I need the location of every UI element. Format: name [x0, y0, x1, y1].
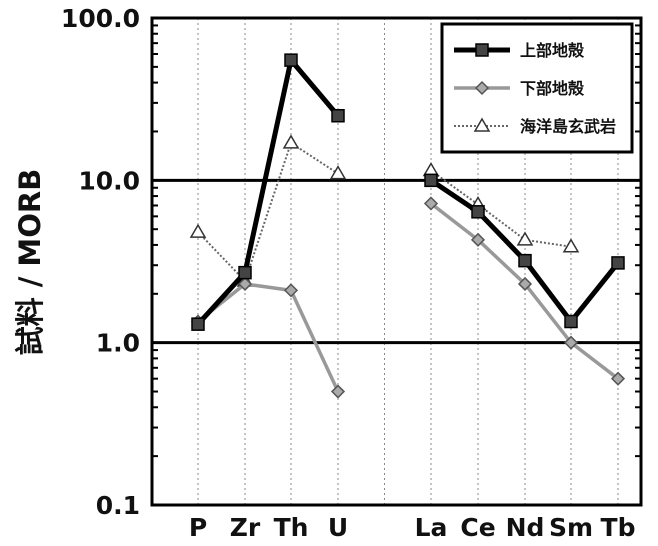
series-0-point-u: [331, 108, 345, 123]
series-layer: [189, 53, 626, 399]
series-2-point-sm: [562, 238, 580, 253]
x-tick-label-th: Th: [274, 513, 309, 542]
series-2-point-p: [189, 223, 207, 238]
x-tick-label-zr: Zr: [230, 513, 261, 542]
axis-layer: 100.0 10.0 1.0 0.1 P Zr Th U La Ce Nd Sm Tb: [61, 4, 641, 542]
x-tick-label-sm: Sm: [549, 513, 593, 542]
series-2-line-1: [430, 169, 572, 248]
series-1-point-th: [283, 283, 299, 298]
x-tick-label-tb: Tb: [601, 513, 636, 542]
legend-marker-0: [475, 43, 489, 57]
x-tick-label-nd: Nd: [506, 513, 545, 542]
series-0-point-la: [424, 173, 438, 188]
series-1-point-nd: [517, 276, 533, 292]
series-0-point-nd: [518, 253, 532, 268]
legend-marker-1: [474, 80, 490, 96]
series-1-point-la: [423, 196, 439, 211]
series-1-point-u: [330, 384, 346, 399]
series-0-point-sm: [564, 314, 578, 329]
series-1-line-0: [196, 282, 340, 393]
series-0-point-p: [191, 317, 205, 331]
x-tick-label-ce: Ce: [460, 513, 495, 542]
y-axis-label: 試料 / MORB: [13, 169, 47, 356]
series-1-point-sm: [563, 335, 579, 350]
series-0-line-1: [429, 178, 620, 325]
legend-label-2: 海洋島玄武岩: [520, 117, 616, 136]
x-tick-label-p: P: [189, 513, 207, 542]
legend-label-0: 上部地殻: [520, 41, 585, 60]
series-0-point-tb: [611, 256, 625, 270]
series-2-point-u: [329, 165, 347, 180]
series-0-line-0: [196, 57, 340, 326]
y-tick-label: 100.0: [61, 4, 140, 33]
series-0-point-th: [284, 53, 298, 67]
series-0-point-ce: [471, 205, 485, 219]
x-tick-label-la: La: [415, 513, 448, 542]
plot-frame: [150, 16, 643, 507]
legend-label-1: 下部地殻: [520, 79, 585, 98]
series-2-point-th: [282, 134, 300, 149]
series-1-point-tb: [610, 371, 626, 386]
series-0-point-zr: [238, 265, 252, 280]
legend-marker-2: [473, 117, 491, 132]
y-tick-label: 10.0: [78, 166, 140, 195]
series-1-point-ce: [470, 232, 486, 247]
x-tick-label-u: U: [328, 513, 348, 542]
series-2-point-nd: [516, 231, 534, 246]
series-1-point-zr: [237, 276, 253, 292]
y-tick-label: 0.1: [96, 491, 140, 520]
series-0: [191, 53, 625, 331]
y-tick-label: 1.0: [96, 329, 140, 358]
series-2-line-0: [197, 141, 339, 282]
